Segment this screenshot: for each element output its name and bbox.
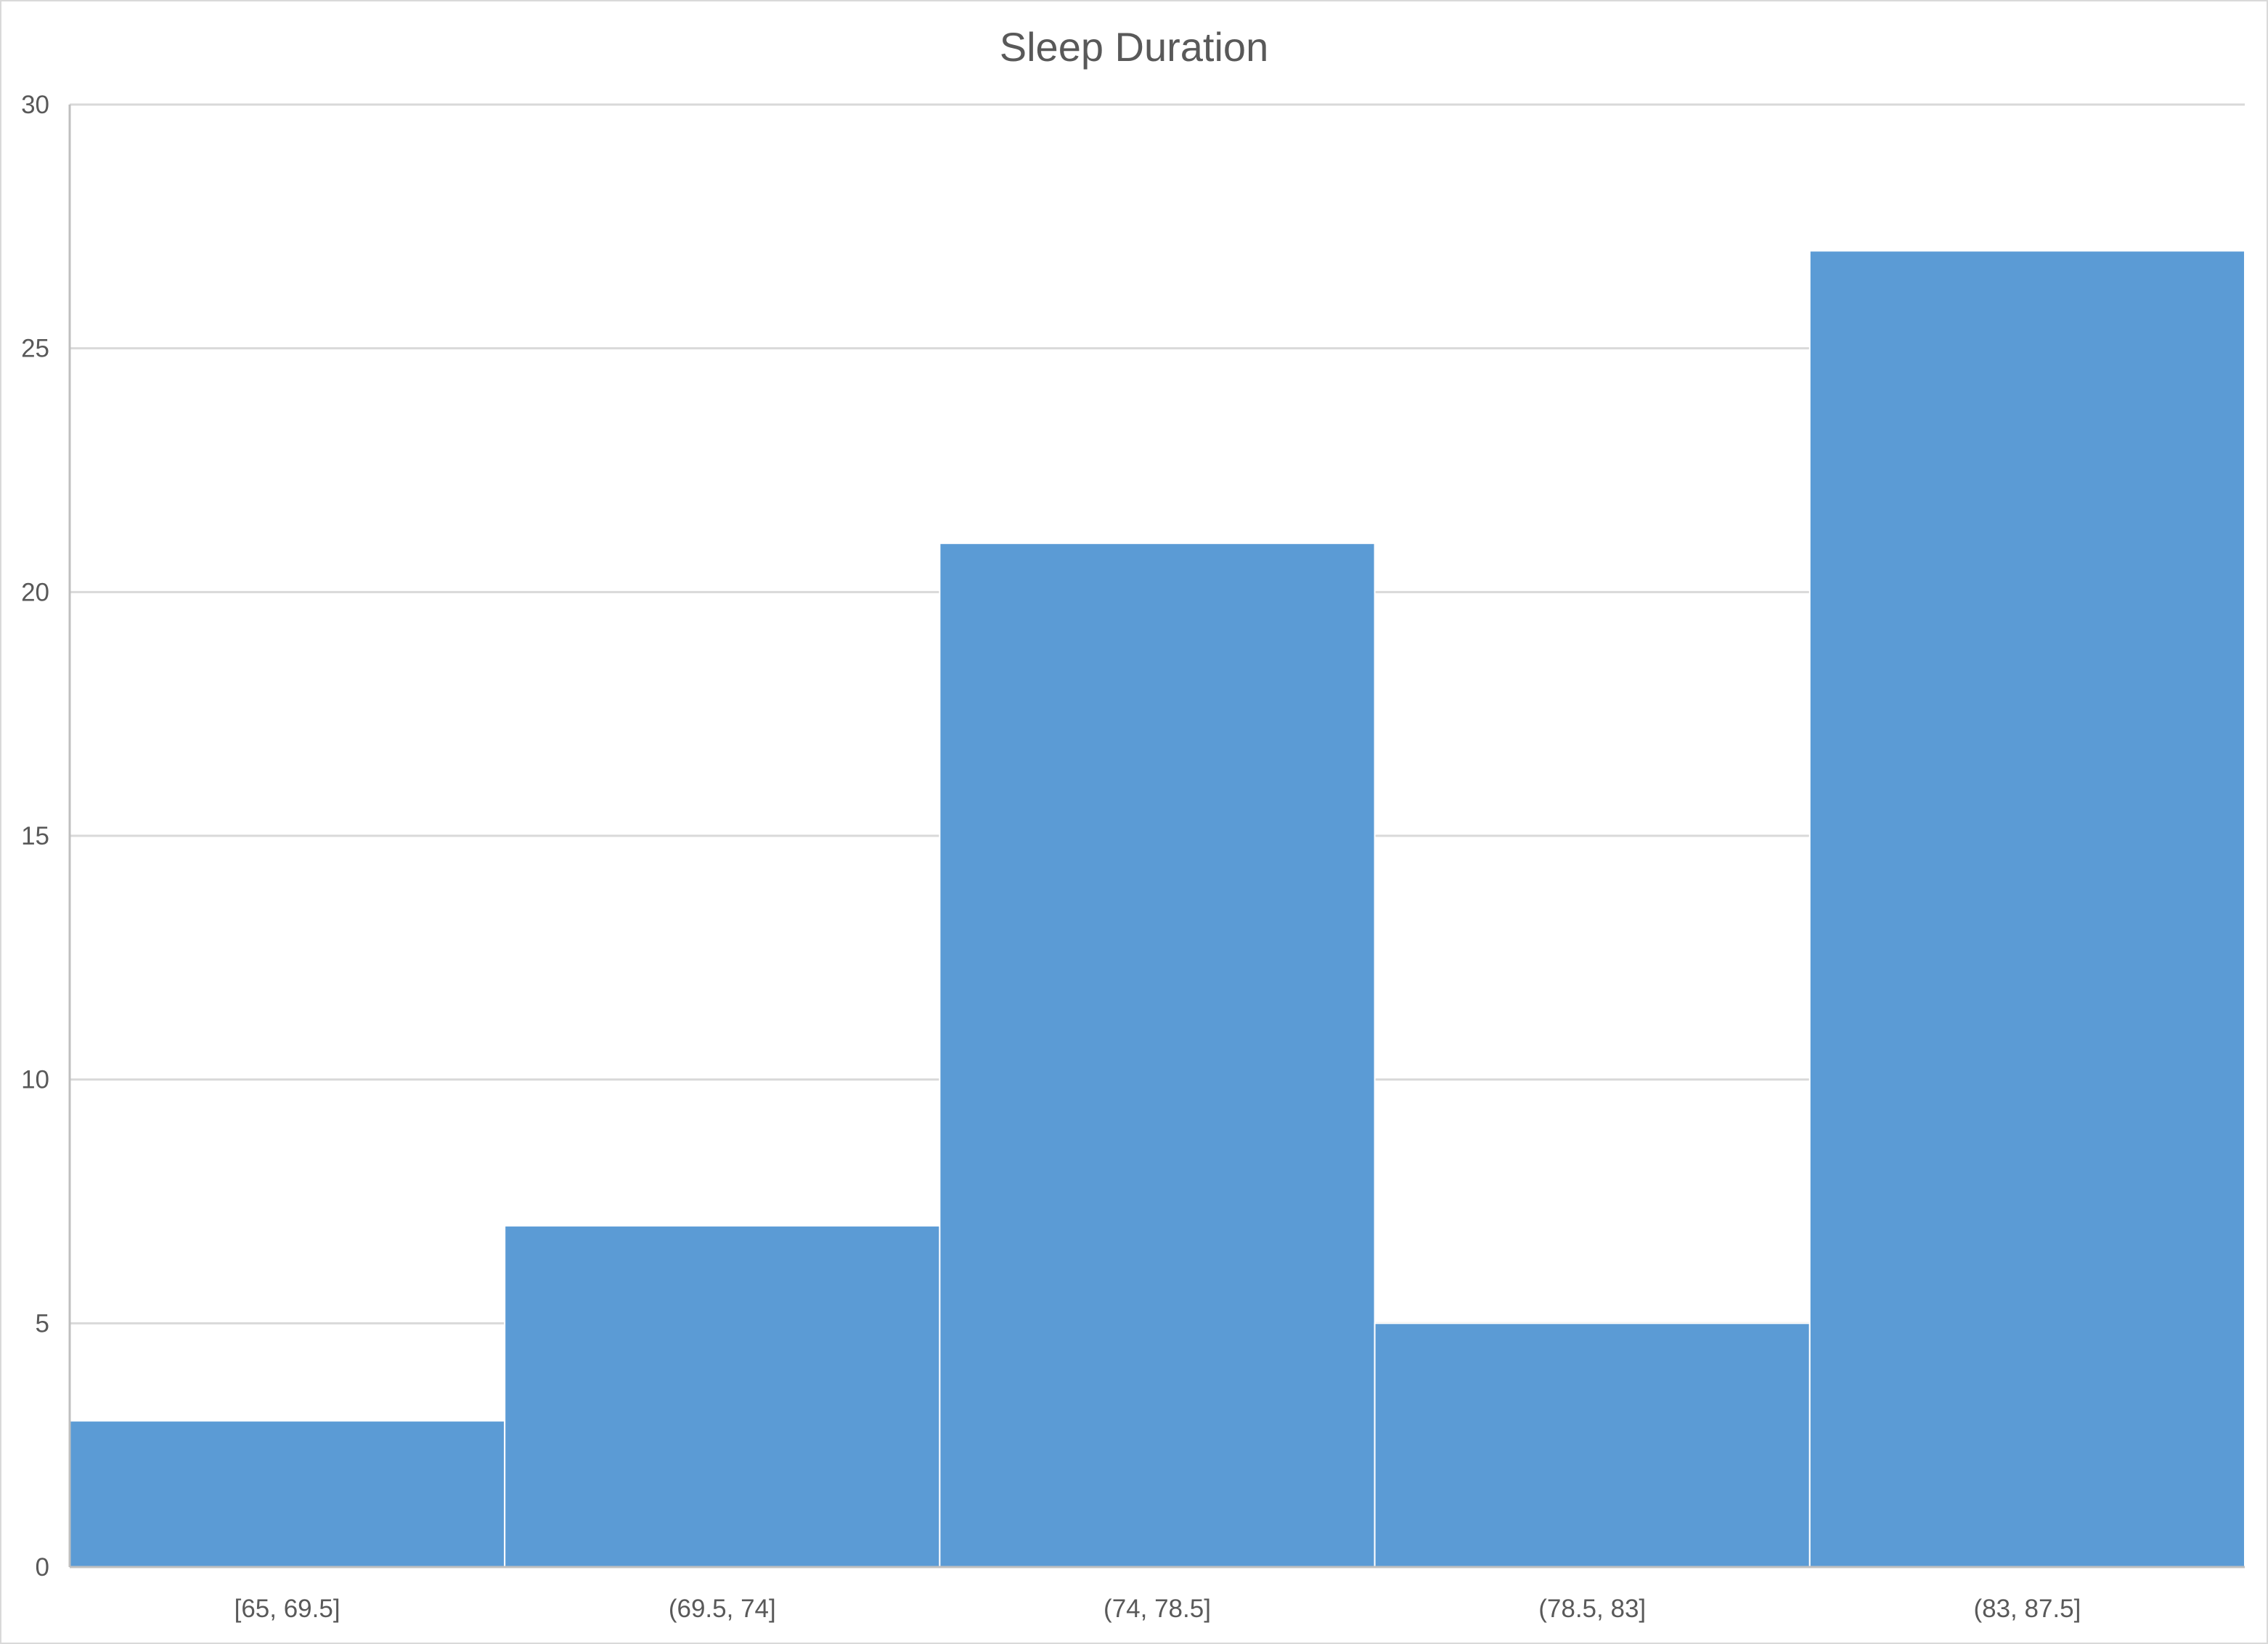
bars xyxy=(69,250,2246,1568)
y-tick-label: 5 xyxy=(36,1309,49,1338)
y-tick-label: 25 xyxy=(21,335,49,363)
x-tick-label: (74, 78.5] xyxy=(1104,1595,1211,1623)
chart-title: Sleep Duration xyxy=(1000,24,1268,70)
y-tick-labels: 0 5 10 15 20 25 30 xyxy=(21,91,49,1582)
y-tick-label: 15 xyxy=(21,822,49,850)
bar xyxy=(69,1420,506,1568)
y-tick-label: 20 xyxy=(21,578,49,606)
x-tick-labels: [65, 69.5] (69.5, 74] (74, 78.5] (78.5, 83]… xyxy=(234,1595,2081,1623)
y-tick-label: 10 xyxy=(21,1066,49,1094)
x-tick-label: (78.5, 83] xyxy=(1538,1595,1646,1623)
bar xyxy=(1374,1322,1811,1568)
y-tick-label: 0 xyxy=(36,1553,49,1582)
bar xyxy=(939,542,1376,1568)
x-tick-label: [65, 69.5] xyxy=(234,1595,340,1623)
x-tick-label: (83, 87.5] xyxy=(1973,1595,2081,1623)
bar xyxy=(1808,250,2246,1568)
bar xyxy=(504,1225,941,1568)
axes xyxy=(68,105,2245,1568)
y-tick-label: 30 xyxy=(21,91,49,119)
x-tick-label: (69.5, 74] xyxy=(669,1595,776,1623)
